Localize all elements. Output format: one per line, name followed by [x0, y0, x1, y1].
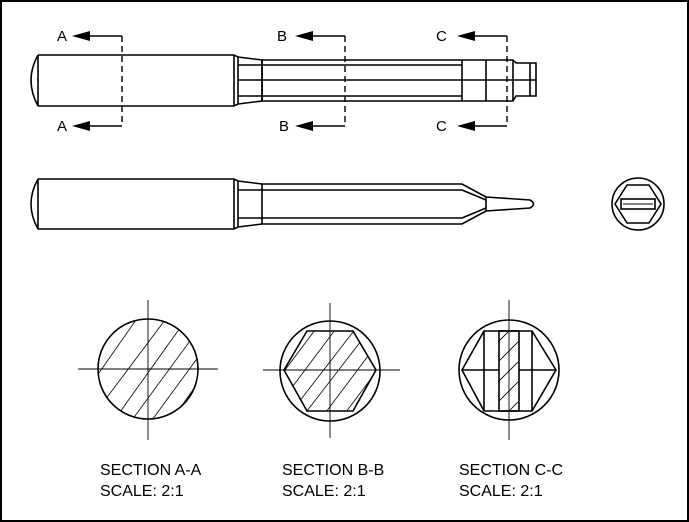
front-view-taper-top — [461, 189, 487, 201]
section-a-a: SECTION A-A SCALE: 2:1 — [78, 300, 218, 500]
section-c-hatch — [499, 331, 519, 411]
cut-label-b-top: B — [277, 28, 287, 45]
section-c-scale: SCALE: 2:1 — [459, 483, 543, 500]
cut-plane-a: A A — [57, 28, 123, 135]
cut-label-a-bottom: A — [57, 118, 67, 135]
top-view-body-outline — [38, 54, 263, 107]
section-b-title: SECTION B-B — [282, 462, 384, 479]
cut-label-a-top: A — [57, 28, 67, 45]
cut-label-c-bottom: C — [436, 118, 447, 135]
cut-label-c-top: C — [436, 28, 447, 45]
end-view-slot — [620, 198, 656, 210]
section-b-b: SECTION B-B SCALE: 2:1 — [263, 303, 400, 500]
cut-label-b-bottom: B — [279, 118, 289, 135]
front-view-round-end — [30, 178, 39, 230]
cut-plane-c: C C — [436, 28, 508, 135]
top-view-round-end — [30, 54, 39, 107]
front-view-outline — [38, 178, 535, 230]
end-view-outer-circle — [611, 177, 665, 231]
front-view — [30, 178, 535, 230]
top-view: A A B B C C — [30, 28, 537, 135]
section-a-title: SECTION A-A — [100, 462, 202, 479]
section-b-scale: SCALE: 2:1 — [282, 483, 366, 500]
section-a-hatch — [98, 319, 198, 419]
front-view-taper-bot — [461, 207, 487, 219]
section-c-c: SECTION C-C SCALE: 2:1 — [458, 300, 563, 500]
end-view-hexagon — [614, 184, 662, 224]
cut-plane-b: B B — [277, 28, 346, 135]
section-c-title: SECTION C-C — [459, 462, 563, 479]
end-view — [611, 177, 665, 231]
section-a-scale: SCALE: 2:1 — [100, 483, 184, 500]
